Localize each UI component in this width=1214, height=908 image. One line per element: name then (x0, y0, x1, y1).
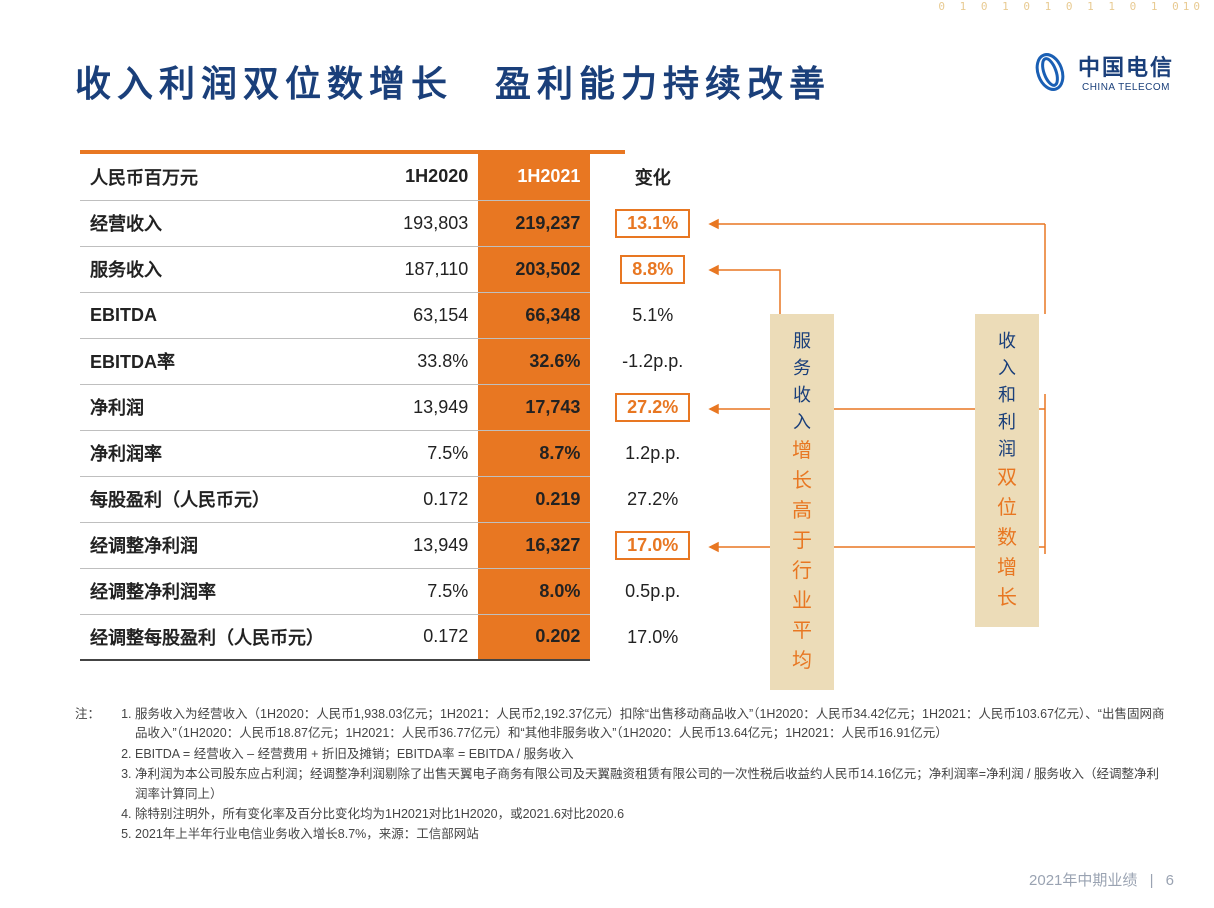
telecom-logo-icon (1030, 52, 1070, 92)
footnotes-label: 注： (75, 705, 101, 846)
page-footer: 2021年中期业绩 | 6 (1029, 869, 1174, 890)
footnotes: 注： 服务收入为经营收入（1H2020：人民币1,938.03亿元；1H2021… (75, 705, 1165, 846)
callout1-line2: 增长高于 (792, 436, 812, 556)
footnote-item: EBITDA = 经营收入 – 经营费用 + 折旧及摊销；EBITDA率 = E… (135, 745, 1165, 764)
callout2-line2: 双位数增长 (997, 463, 1017, 613)
footer-sep: | (1150, 872, 1154, 889)
logo-text-cn: 中国电信 (1078, 50, 1174, 82)
footer-page-number: 6 (1166, 872, 1174, 889)
callout1-line1: 服务收入 (792, 328, 812, 436)
callout-service-revenue: 服务收入 增长高于 行业平均 (770, 314, 834, 690)
company-logo: 中国电信 CHINA TELECOM (1030, 50, 1174, 93)
footnote-item: 除特别注明外，所有变化率及百分比变化均为1H2021对比1H2020，或2021… (135, 805, 1165, 824)
footer-text: 2021年中期业绩 (1029, 872, 1137, 889)
decorative-digits: 0 1 0 1 0 1 0 1 1 0 1 010 (914, 0, 1214, 40)
footnote-item: 净利润为本公司股东应占利润；经调整净利润剔除了出售天翼电子商务有限公司及天翼融资… (135, 765, 1165, 804)
page-title: 收入利润双位数增长 盈利能力持续改善 (75, 55, 831, 107)
callout1-line3: 行业平均 (792, 556, 812, 676)
callout2-line1: 收入和利润 (997, 328, 1017, 463)
callout-double-digit: 收入和利润 双位数增长 (975, 314, 1039, 627)
footnote-item: 服务收入为经营收入（1H2020：人民币1,938.03亿元；1H2021：人民… (135, 705, 1165, 744)
logo-text-en: CHINA TELECOM (1078, 82, 1174, 93)
footnote-item: 2021年上半年行业电信业务收入增长8.7%，来源：工信部网站 (135, 825, 1165, 844)
